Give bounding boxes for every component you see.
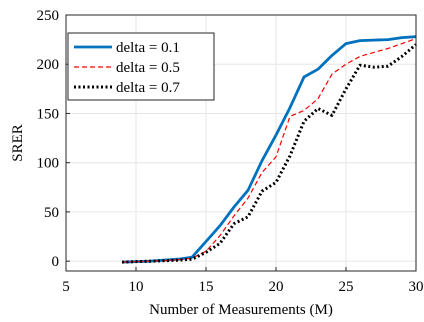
x-axis-label: Number of Measurements (M) [149, 302, 333, 318]
x-tick-label: 10 [129, 279, 144, 295]
legend-label-3: delta = 0.7 [116, 80, 180, 96]
legend-label-1: delta = 0.1 [116, 40, 180, 56]
x-tick-label: 15 [199, 279, 214, 295]
legend-label-2: delta = 0.5 [116, 60, 180, 76]
x-tick-label: 20 [269, 279, 284, 295]
y-axis-label: SRER [10, 124, 26, 162]
x-tick-label: 25 [339, 279, 354, 295]
y-tick-label: 50 [44, 205, 59, 221]
x-tick-label: 30 [409, 279, 424, 295]
ticks: 5 10 15 20 25 30 0 50 100 150 200 250 [37, 8, 424, 295]
y-tick-label: 200 [37, 57, 60, 73]
y-tick-label: 100 [37, 156, 60, 172]
x-tick-label: 5 [62, 279, 70, 295]
y-tick-label: 250 [37, 8, 60, 24]
series-line-2 [121, 38, 417, 263]
series-layer [121, 35, 417, 264]
y-tick-label: 150 [37, 106, 60, 122]
legend: delta = 0.1 delta = 0.5 delta = 0.7 [67, 32, 215, 101]
y-tick-label: 0 [52, 254, 60, 270]
axes-box [65, 14, 417, 272]
